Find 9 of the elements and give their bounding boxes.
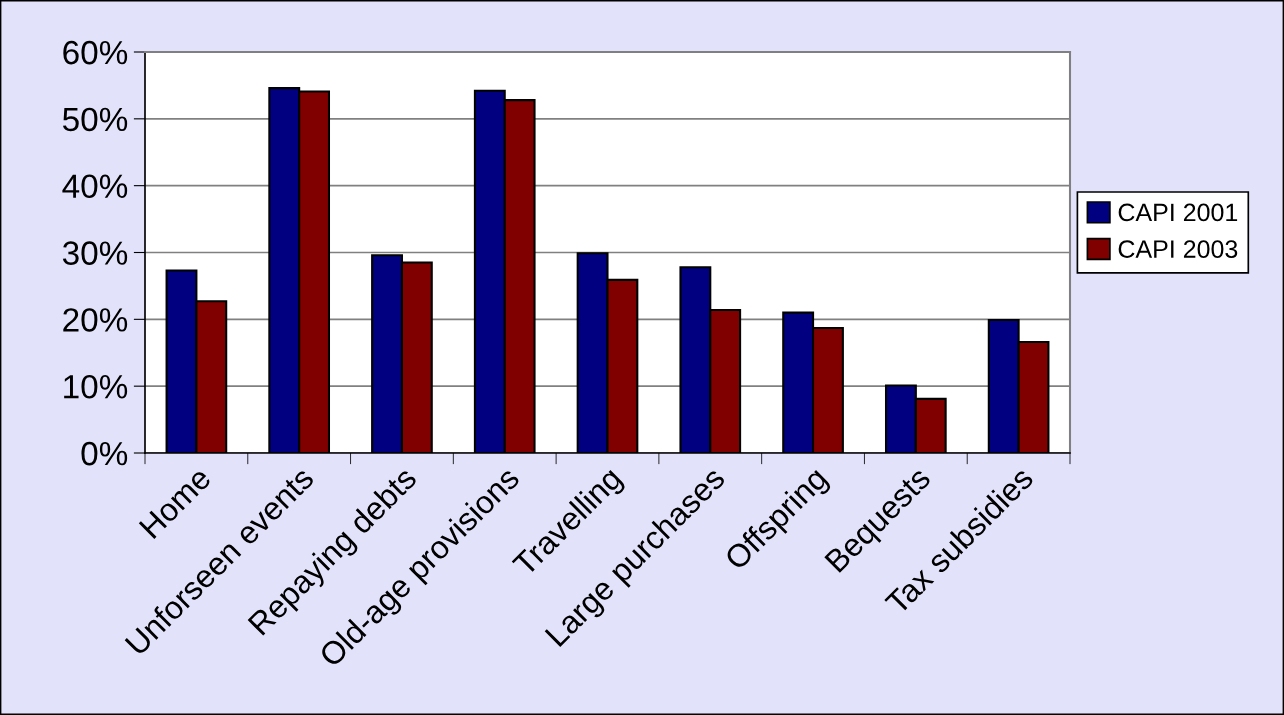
y-tick-label: 30% [62, 241, 128, 265]
y-tick-label: 20% [63, 308, 128, 332]
legend-label: CAPI 2003 [1118, 240, 1238, 258]
y-tick-label: 10% [64, 374, 128, 399]
y-tick-label: 50% [62, 107, 128, 132]
y-tick-label: 0% [81, 441, 128, 466]
legend-label: CAPI 2001 [1118, 203, 1238, 222]
y-tick-label: 40% [62, 174, 128, 199]
y-tick-label: 60% [63, 40, 128, 65]
